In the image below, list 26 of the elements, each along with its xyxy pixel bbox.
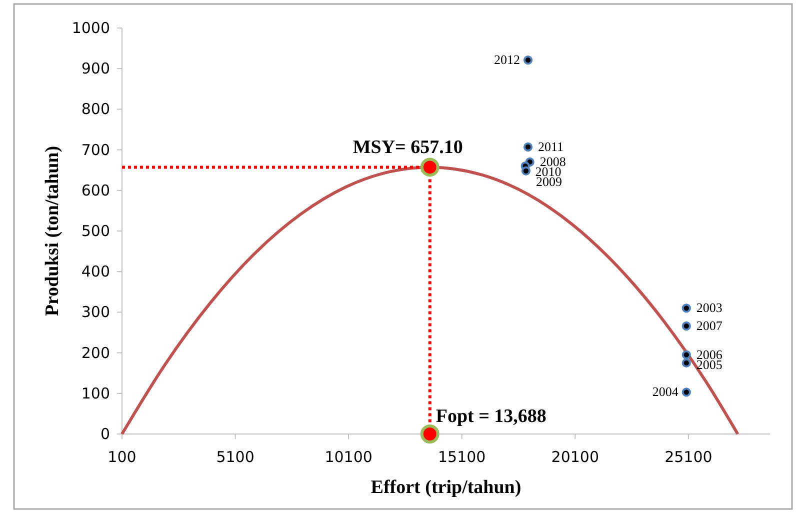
y-axis-title: Produksi (ton/tahun) <box>42 146 63 316</box>
y-tick-label: 300 <box>81 303 110 322</box>
annotation: 2011 <box>538 138 564 154</box>
annotation: 2007 <box>696 318 723 334</box>
y-tick-label: 0 <box>100 425 110 443</box>
annotation: 2004 <box>652 384 679 400</box>
y-tick-label: 100 <box>81 384 110 402</box>
y-tick-label: 700 <box>81 140 110 159</box>
x-tick-label: 10100 <box>324 448 372 466</box>
x-tick-label: 15100 <box>438 448 486 466</box>
x-tick-label: 5100 <box>216 448 254 466</box>
y-tick-label: 1000 <box>72 19 110 37</box>
annotation: 2003 <box>696 300 722 316</box>
x-axis-title: Effort (trip/tahun) <box>370 477 522 498</box>
annotation: Fopt = 13,688 <box>436 406 546 427</box>
annotation: 2012 <box>494 52 520 68</box>
y-tick-label: 900 <box>81 60 110 78</box>
x-tick-label: 100 <box>108 448 136 466</box>
annotation: MSY= 657.10 <box>352 137 463 158</box>
y-tick-label: 400 <box>81 262 110 281</box>
y-tick-label: 600 <box>81 181 110 200</box>
y-tick-label: 200 <box>81 344 110 362</box>
x-tick-label: 20100 <box>551 448 600 466</box>
y-tick-label: 800 <box>81 100 110 118</box>
y-tick-label: 500 <box>81 222 110 240</box>
x-tick-label: 25100 <box>664 448 712 466</box>
